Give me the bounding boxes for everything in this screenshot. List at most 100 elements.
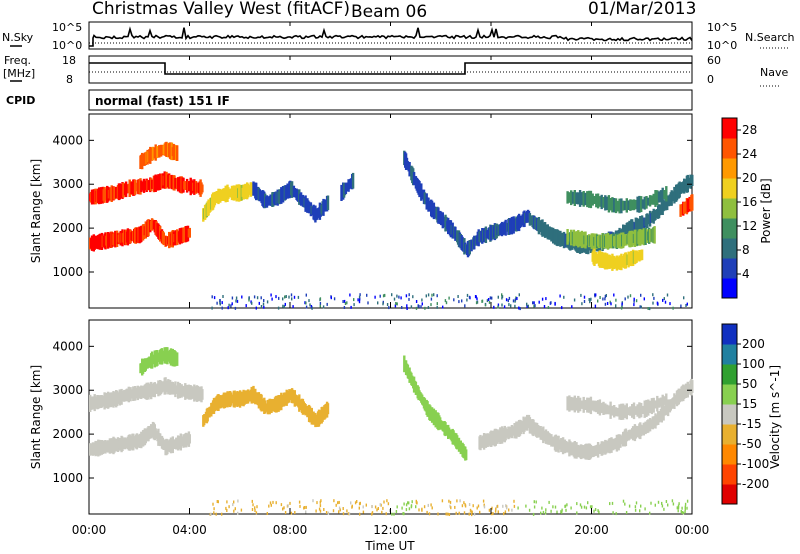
power-near-range-echo — [534, 304, 536, 308]
velocity-near-range-echo — [552, 505, 554, 509]
velocity-near-range-echo — [362, 505, 364, 509]
power-colorbar-tick-label: 16 — [742, 195, 757, 209]
velocity-near-range-echo — [408, 507, 411, 511]
velocity-near-range-echo — [226, 500, 228, 504]
velocity-echo-cell — [580, 400, 584, 409]
power-near-range-echo — [652, 301, 654, 305]
time-axis: 00:00 04:00 08:00 12:00 16:00 20:00 00:00 — [72, 22, 709, 537]
power-near-range-echo — [393, 297, 396, 301]
velocity-near-range-echo — [684, 510, 686, 514]
power-near-range-echo — [251, 301, 253, 305]
power-echo-cell — [580, 192, 584, 206]
power-near-range-echo — [559, 294, 561, 298]
power-near-range-echo — [304, 301, 306, 305]
velocity-near-range-echo — [374, 505, 377, 509]
velocity-near-range-echo — [517, 506, 519, 510]
power-echo-cell — [571, 191, 575, 204]
power-near-range-echo — [425, 294, 427, 298]
power-near-range-echo — [457, 295, 459, 298]
power-echo-cell — [622, 200, 625, 211]
velocity-echo-cell — [632, 402, 636, 420]
power-near-range-echo — [382, 302, 384, 306]
power-echo-cell — [665, 186, 668, 202]
velocity-near-range-echo — [532, 512, 535, 516]
velocity-near-range-echo — [640, 504, 642, 508]
power-near-range-echo — [219, 299, 221, 303]
noise-sky-label: N.Sky — [2, 31, 34, 44]
velocity-near-range-echo — [252, 503, 254, 507]
power-echo-cell — [632, 199, 636, 211]
power-echo-cell — [611, 197, 614, 213]
power-near-range-echo — [219, 301, 221, 305]
velocity-near-range-echo — [382, 506, 384, 510]
velocity-echo-cell — [613, 405, 616, 418]
power-echo-cell — [661, 187, 664, 203]
power-echo-cell — [587, 190, 591, 208]
power-near-range-echo — [453, 298, 455, 302]
power-echo-cell — [326, 195, 330, 210]
velocity-near-range-echo — [359, 512, 361, 516]
velocity-colorbar-tick-label: 15 — [742, 397, 757, 411]
power-colorbar-segment — [722, 198, 737, 219]
velocity-echo-cell — [657, 398, 661, 408]
power-echo-cell — [648, 195, 652, 207]
power-near-range-echo — [503, 305, 506, 309]
velocity-echo-cell — [582, 396, 585, 413]
power-near-range-echo — [234, 306, 237, 310]
velocity-near-range-echo — [358, 502, 361, 506]
velocity-near-range-echo — [284, 511, 287, 514]
power-near-range-echo — [305, 305, 308, 309]
velocity-near-range-echo — [251, 499, 253, 503]
velocity-echo-cell — [326, 403, 330, 415]
power-near-range-echo — [647, 307, 649, 310]
power-near-range-echo — [258, 301, 260, 305]
power-near-range-echo — [589, 300, 591, 304]
power-near-range-echo — [418, 304, 420, 308]
power-near-range-echo — [640, 293, 642, 297]
power-near-range-echo — [421, 298, 423, 302]
nave-tick-top: 60 — [707, 54, 721, 67]
velocity-near-range-echo — [533, 505, 536, 509]
velocity-near-range-echo — [256, 505, 258, 509]
power-near-range-echo — [330, 296, 332, 300]
power-near-range-echo — [358, 295, 361, 299]
velocity-near-range-echo — [492, 512, 494, 516]
velocity-near-range-echo — [212, 502, 214, 506]
power-near-range-echo — [255, 306, 257, 310]
power-near-range-echo — [221, 301, 223, 305]
velocity-near-range-echo — [315, 509, 317, 513]
power-near-range-echo — [487, 298, 490, 301]
power-echo-cell — [631, 199, 634, 211]
power-near-range-echo — [275, 295, 277, 299]
velocity-near-range-echo — [237, 511, 239, 515]
velocity-echo-cell — [691, 380, 694, 393]
power-near-range-echo — [594, 304, 597, 308]
power-near-range-echo — [571, 305, 573, 309]
velocity-near-range-echo — [415, 505, 417, 509]
power-near-range-echo — [649, 307, 651, 311]
velocity-near-range-echo — [585, 506, 588, 510]
power-near-range-echo — [666, 293, 669, 297]
power-near-range-echo — [547, 306, 550, 309]
frequency-tick-bottom: 8 — [66, 73, 73, 86]
power-near-range-echo — [458, 300, 460, 304]
velocity-near-range-echo — [470, 509, 472, 513]
velocity-echo-cell — [596, 400, 600, 414]
velocity-echo-cell — [577, 395, 580, 413]
velocity-near-range-echo — [479, 510, 481, 514]
power-near-range-echo — [222, 295, 224, 298]
velocity-near-range-echo — [319, 500, 321, 504]
power-echo-cell — [613, 198, 616, 213]
velocity-near-range-echo — [282, 507, 284, 511]
velocity-near-range-echo — [671, 499, 674, 503]
time-tick-label: 04:00 — [172, 523, 207, 537]
frequency-line — [89, 62, 692, 75]
power-near-range-echo — [515, 296, 517, 300]
velocity-near-range-echo — [254, 506, 256, 510]
power-near-range-echo — [476, 300, 479, 304]
power-echo-cell — [663, 190, 666, 200]
power-near-range-echo — [326, 302, 328, 306]
velocity-near-range-echo — [338, 506, 341, 510]
velocity-near-range-echo — [566, 503, 568, 507]
power-near-range-echo — [260, 296, 262, 300]
